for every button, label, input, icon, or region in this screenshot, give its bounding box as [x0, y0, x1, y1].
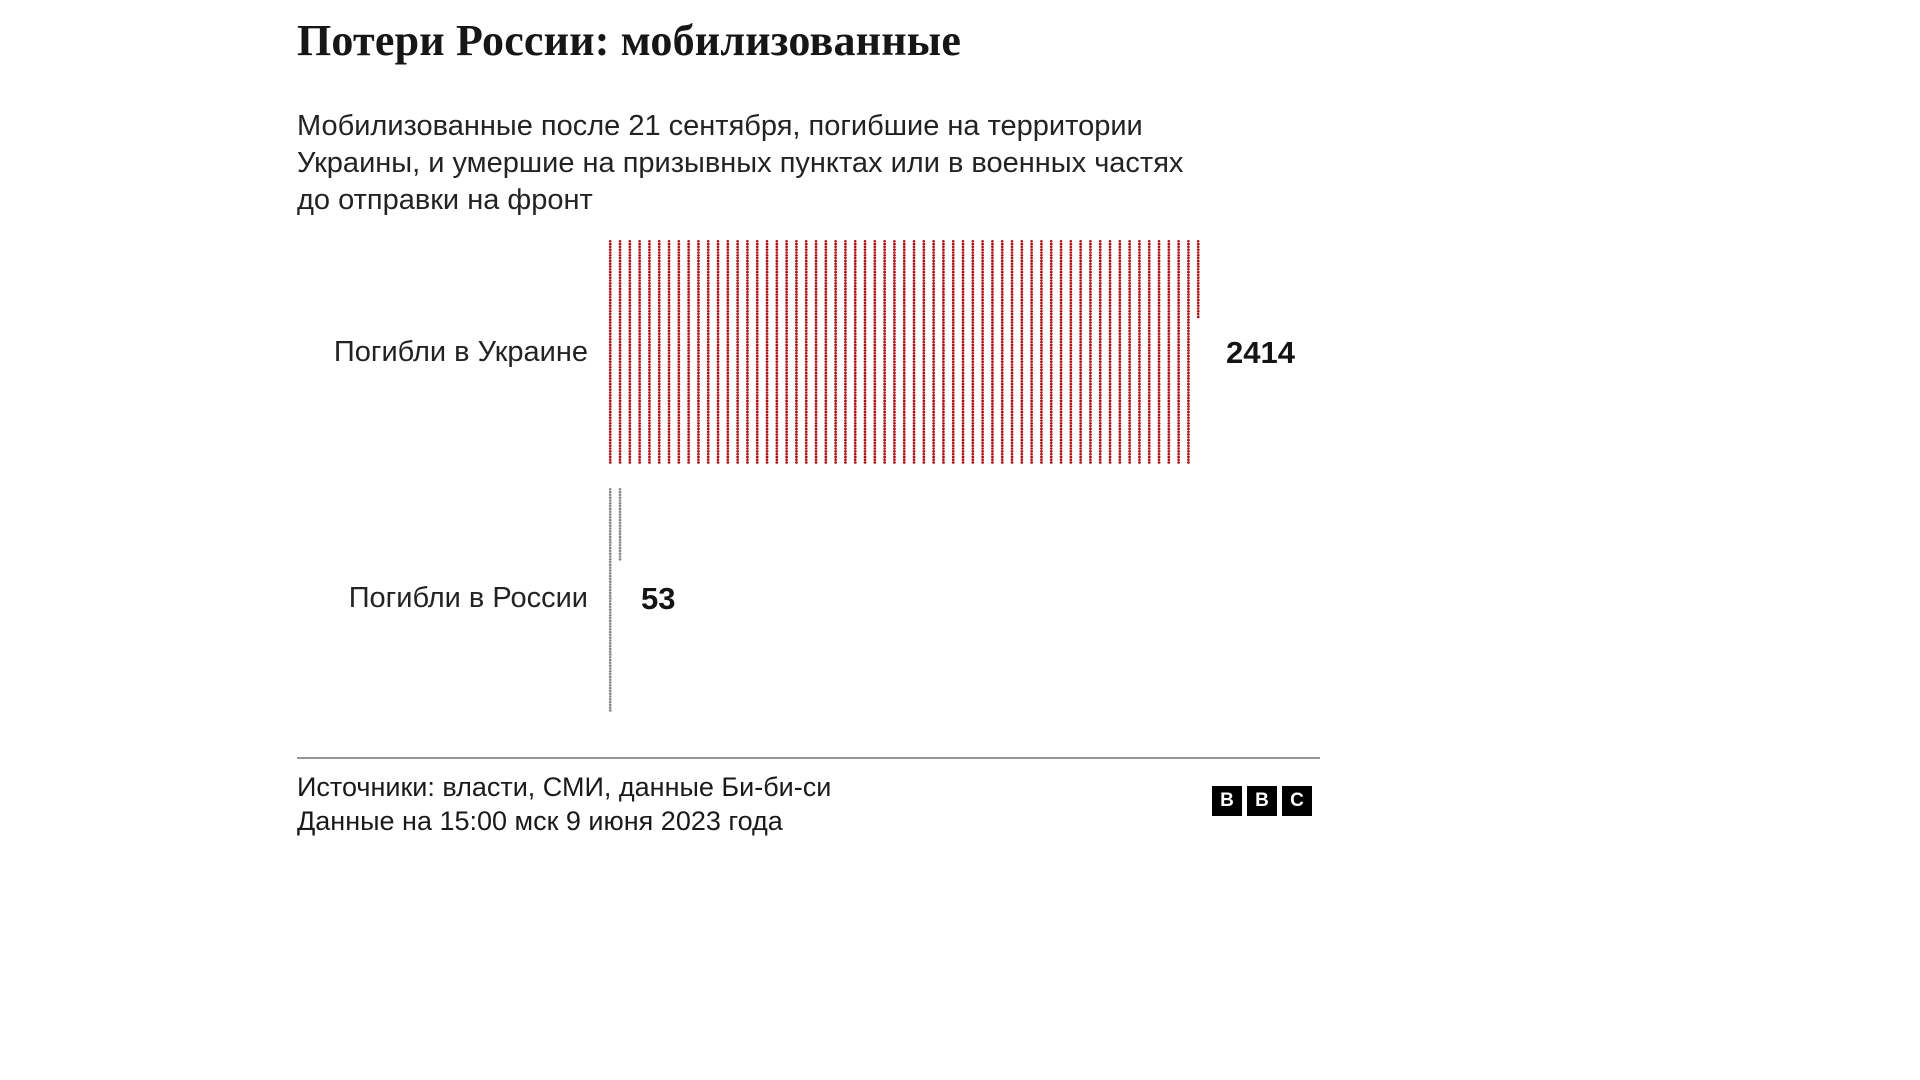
footer-divider — [297, 757, 1320, 759]
subtitle-line: Мобилизованные после 21 сентября, погибш… — [297, 110, 1143, 142]
pictogram-died-in-ukraine — [608, 240, 1206, 464]
subtitle-line: до отправки на фронт — [297, 184, 593, 216]
pictogram-died-in-russia — [608, 488, 628, 712]
category-label-died-in-ukraine: Погибли в Украине — [333, 336, 588, 368]
page-title: Потери России: мобилизованные — [297, 16, 962, 65]
bbc-logo-letter: C — [1282, 786, 1312, 816]
category-label-died-in-russia: Погибли в России — [348, 582, 588, 614]
updated-text: Данные на 15:00 мск 9 июня 2023 года — [297, 806, 783, 836]
bbc-logo-letter: B — [1247, 786, 1277, 816]
subtitle-line: Украины, и умершие на призывных пунктах … — [297, 147, 1184, 179]
chart-subtitle: Мобилизованные после 21 сентября, погибш… — [297, 108, 1183, 219]
value-died-in-russia: 53 — [641, 581, 676, 616]
bbc-logo: B B C — [1212, 786, 1312, 816]
bbc-logo-letter: B — [1212, 786, 1242, 816]
value-died-in-ukraine: 2414 — [1226, 335, 1295, 370]
source-text: Источники: власти, СМИ, данные Би-би-си — [297, 772, 832, 802]
